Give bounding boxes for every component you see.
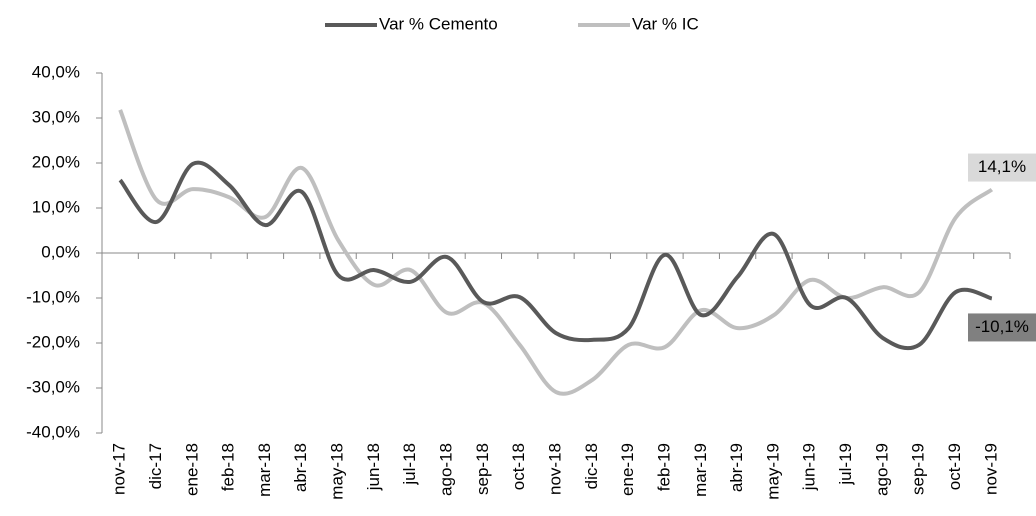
x-tick-label: jun-19 <box>800 443 819 491</box>
x-tick-label: may-18 <box>328 443 347 500</box>
x-tick-label: ene-18 <box>182 443 201 496</box>
legend-label: Var % Cemento <box>379 14 498 33</box>
x-tick-label: sep-18 <box>473 443 492 495</box>
x-tick-label: nov-18 <box>545 443 564 495</box>
x-tick-label: jun-18 <box>364 443 383 491</box>
x-tick-label: ago-19 <box>872 443 891 496</box>
x-tick-label: oct-19 <box>945 443 964 490</box>
value-label-box <box>968 153 1036 182</box>
x-tick-label: ago-18 <box>437 443 456 496</box>
x-tick-label: nov-17 <box>110 443 129 495</box>
x-tick-label: abr-18 <box>291 443 310 492</box>
series-line <box>118 109 994 396</box>
x-tick-label: dic-18 <box>582 443 601 489</box>
x-tick-label: oct-18 <box>509 443 528 490</box>
y-tick-label: -10,0% <box>26 287 80 306</box>
y-tick-label: 20,0% <box>32 152 80 171</box>
y-tick-label: -40,0% <box>26 422 80 441</box>
x-tick-label: ene-19 <box>618 443 637 496</box>
x-tick-label: feb-18 <box>219 443 238 491</box>
x-tick-label: dic-17 <box>146 443 165 489</box>
series-line <box>118 160 993 351</box>
legend-label: Var % IC <box>632 14 699 33</box>
x-tick-label: may-19 <box>763 443 782 500</box>
x-tick-label: nov-19 <box>981 443 1000 495</box>
value-label: 14,1% <box>978 157 1026 176</box>
y-tick-label: -30,0% <box>26 377 80 396</box>
value-label-box <box>968 313 1036 342</box>
x-tick-label: mar-19 <box>691 443 710 497</box>
x-tick-label: jul-18 <box>400 443 419 486</box>
y-tick-label: 0,0% <box>41 242 80 261</box>
value-label: -10,1% <box>975 317 1029 336</box>
y-tick-label: 40,0% <box>32 62 80 81</box>
y-tick-label: -20,0% <box>26 332 80 351</box>
x-tick-label: abr-19 <box>727 443 746 492</box>
y-tick-label: 10,0% <box>32 197 80 216</box>
x-tick-label: jul-19 <box>836 443 855 486</box>
y-tick-label: 30,0% <box>32 107 80 126</box>
x-tick-label: sep-19 <box>909 443 928 495</box>
x-tick-label: feb-19 <box>654 443 673 491</box>
x-tick-label: mar-18 <box>255 443 274 497</box>
